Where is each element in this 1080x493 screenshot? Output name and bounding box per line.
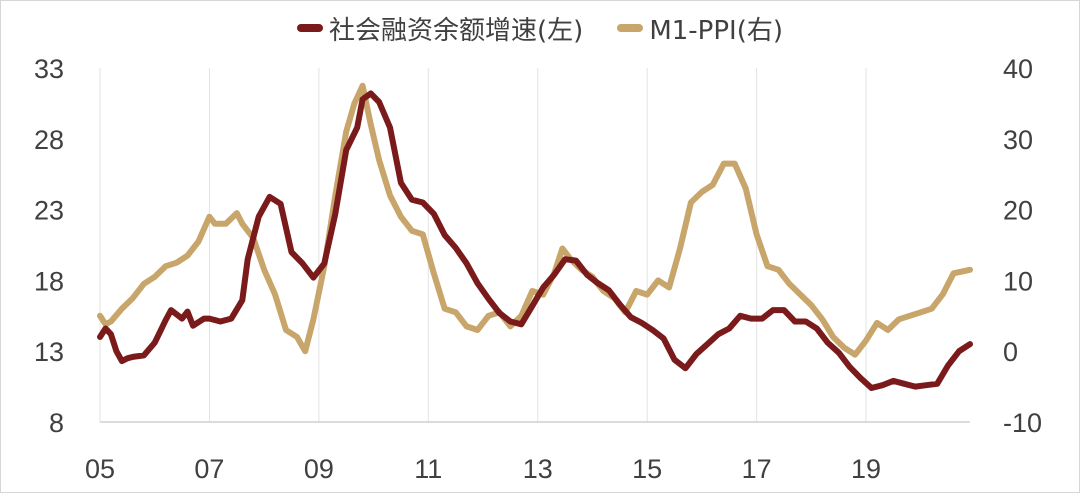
y-left-tick-label-28: 28 <box>34 125 64 155</box>
y-right-tick-label--10: -10 <box>1003 408 1042 438</box>
legend-item-m1-ppi: M1-PPI(右) <box>617 10 783 47</box>
x-tick-label-13: 13 <box>523 454 553 484</box>
x-tick-label-17: 17 <box>742 454 772 484</box>
x-tick-label-05: 05 <box>85 454 115 484</box>
legend: 社会融资余额增速(左) M1-PPI(右) <box>0 8 1080 48</box>
y-right-tick-label-0: 0 <box>1003 337 1018 367</box>
x-tick-label-09: 09 <box>304 454 334 484</box>
x-tick-label-07: 07 <box>194 454 224 484</box>
y-right-tick-label-20: 20 <box>1003 196 1033 226</box>
vertical-gridlines <box>99 68 867 422</box>
y-left-tick-label-18: 18 <box>34 266 64 296</box>
series-line-social-financing <box>97 90 973 391</box>
x-tick-label-19: 19 <box>851 454 881 484</box>
legend-item-social-financing: 社会融资余额增速(左) <box>297 10 583 47</box>
legend-swatch-social-financing <box>297 24 324 32</box>
tick-labels: 05 07 09 11 13 15 17 19 33 28 23 18 13 8 40 30 20 10 0 -10 <box>34 54 1042 484</box>
y-right-tick-label-10: 10 <box>1003 266 1033 296</box>
y-right-tick-label-40: 40 <box>1003 54 1033 84</box>
y-left-tick-label-33: 33 <box>34 54 64 84</box>
legend-label-social-financing: 社会融资余额增速(左) <box>329 15 584 46</box>
y-left-tick-label-23: 23 <box>34 196 64 226</box>
x-tick-label-11: 11 <box>414 454 442 484</box>
series-lines <box>97 82 973 391</box>
y-left-tick-label-8: 8 <box>49 408 64 438</box>
legend-swatch-m1-ppi <box>617 24 644 32</box>
x-tick-label-15: 15 <box>632 454 662 484</box>
y-right-tick-label-30: 30 <box>1003 125 1033 155</box>
legend-label-m1-ppi: M1-PPI(右) <box>649 15 783 46</box>
y-left-tick-label-13: 13 <box>34 337 64 367</box>
